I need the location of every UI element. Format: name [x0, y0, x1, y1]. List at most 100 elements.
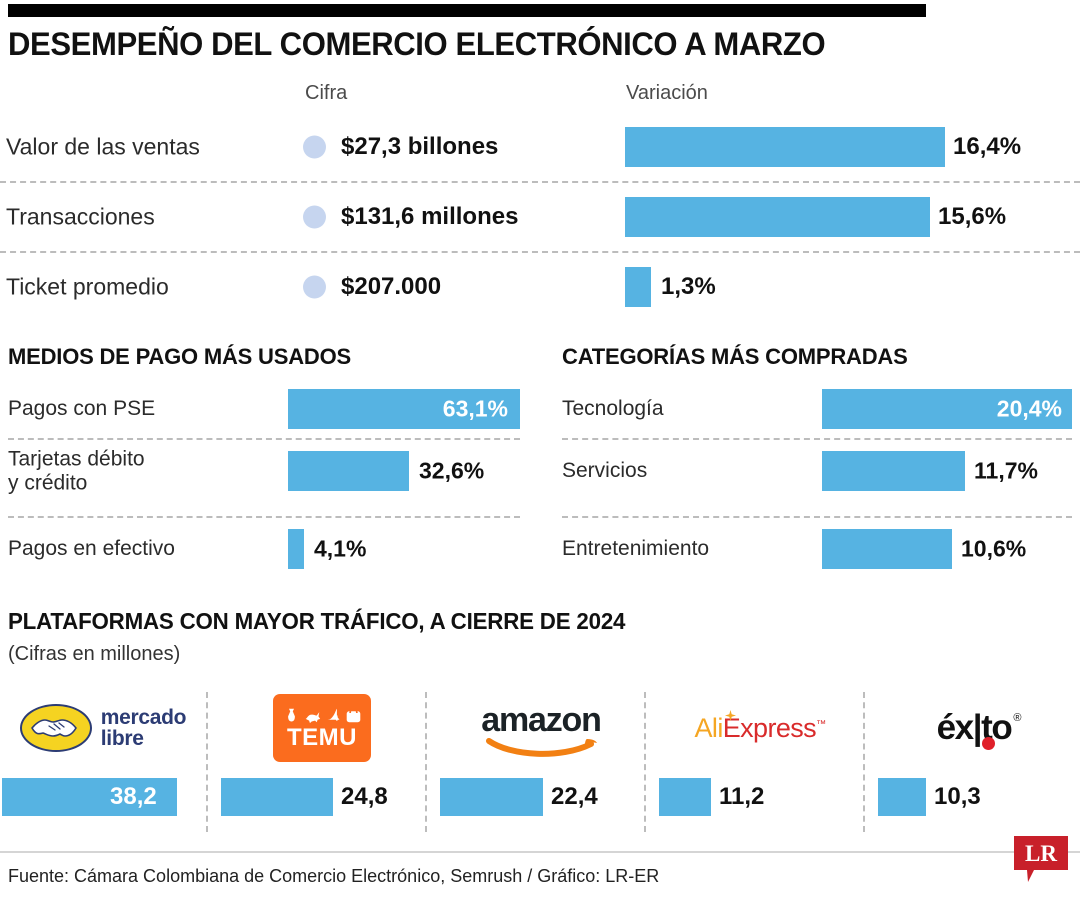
bullet-dot-icon [303, 275, 326, 299]
rocking-horse-icon [305, 711, 320, 723]
source-note: Fuente: Cámara Colombiana de Comercio El… [8, 866, 660, 886]
mercadolibre-wordmark: mercado libre [100, 705, 187, 750]
category-value: 10,6% [961, 535, 1027, 562]
payment-bar [288, 451, 409, 491]
aliexpress-part2: Express [722, 712, 817, 743]
mercadolibre-line1: mercado [100, 705, 187, 729]
kpi-label: Ticket promedio [6, 273, 169, 300]
amazon-wordmark: amazon [481, 701, 602, 739]
panel-title-medios-pago: MEDIOS DE PAGO MÁS USADOS [8, 344, 351, 369]
temu-logo: TEMU [219, 690, 425, 766]
kpi-variation-bar [625, 267, 651, 307]
lr-logo: LR [1014, 836, 1068, 882]
aliexpress-part1: Ali [694, 712, 724, 743]
platform-value: 11,2 [719, 783, 765, 810]
high-heel-shoe-icon [327, 708, 339, 721]
payment-bar [288, 529, 304, 569]
row-separator [562, 516, 1072, 518]
column-header-variacion: Variación [626, 82, 708, 104]
temu-wordmark: TEMU [287, 723, 357, 751]
platform-value: 22,4 [551, 783, 598, 810]
kpi-variation-label: 16,4% [953, 133, 1022, 160]
row-separator [0, 251, 1080, 253]
category-row-servicios: Servicios 11,7% [562, 440, 1072, 502]
lr-logo-text: LR [1025, 841, 1057, 866]
exito-registered-mark: ® [1013, 712, 1022, 724]
category-bar [822, 389, 1072, 429]
row-separator [8, 516, 520, 518]
kpi-variation-label: 15,6% [938, 203, 1007, 230]
kpi-label: Transacciones [6, 203, 155, 230]
kpi-variation-label: 1,3% [661, 273, 716, 300]
category-value: 20,4% [996, 395, 1062, 422]
kpi-variation-bar [625, 197, 930, 237]
exito-red-dot-icon [981, 737, 995, 750]
category-row-tecnologia: Tecnología 20,4% [562, 378, 1072, 440]
platform-bar [659, 778, 711, 816]
amazon-logo: amazon [438, 690, 644, 766]
payment-row-tarjetas: Tarjetas débito y crédito 32,6% [8, 440, 520, 502]
payment-row-efectivo: Pagos en efectivo 4,1% [8, 518, 520, 580]
category-label: Tecnología [562, 397, 664, 421]
column-header-cifra: Cifra [305, 82, 348, 104]
payment-label: Tarjetas débito y crédito [8, 447, 145, 494]
aliexpress-logo: AliExpress™ [657, 690, 863, 766]
mercadolibre-logo: mercado libre [0, 690, 206, 766]
category-row-entretenimiento: Entretenimiento 10,6% [562, 518, 1072, 580]
handshake-icon [19, 704, 92, 752]
panel-title-categorias: CATEGORÍAS MÁS COMPRADAS [562, 344, 908, 369]
aliexpress-wordmark: AliExpress™ [694, 709, 826, 744]
payment-bar [288, 389, 520, 429]
platform-bar [878, 778, 926, 816]
category-label: Servicios [562, 459, 648, 483]
kpi-variation-bar [625, 127, 945, 167]
category-label: Entretenimiento [562, 537, 710, 561]
payment-value: 63,1% [442, 395, 508, 422]
kpi-value: $131,6 millones [341, 203, 519, 230]
column-divider [863, 692, 865, 832]
platform-bar [2, 778, 177, 816]
handbag-icon [346, 707, 360, 722]
panel-subtitle-plataformas: (Cifras en millones) [8, 643, 181, 665]
platform-column-temu: TEMU 24,8 [219, 690, 425, 825]
platform-bar [221, 778, 333, 816]
mercadolibre-line2: libre [100, 727, 144, 750]
kpi-value: $27,3 billones [341, 133, 499, 160]
exito-logo: éx|to ® [876, 690, 1080, 766]
bullet-dot-icon [303, 205, 326, 229]
panel-title-plataformas: PLATAFORMAS CON MAYOR TRÁFICO, A CIERRE … [8, 608, 626, 634]
kpi-label: Valor de las ventas [6, 133, 200, 160]
row-separator [8, 438, 520, 440]
amazon-smile-arrow-icon [486, 738, 597, 757]
platform-column-aliexpress: AliExpress™ 11,2 [657, 690, 863, 825]
aliexpress-trademark: ™ [816, 718, 826, 730]
footer-divider [0, 851, 1080, 853]
exito-word: éx|to [936, 708, 1013, 747]
column-divider [425, 692, 427, 832]
dress-icon [287, 708, 295, 721]
page-title: DESEMPEÑO DEL COMERCIO ELECTRÓNICO A MAR… [8, 26, 826, 62]
kpi-value: $207.000 [341, 273, 442, 300]
kpi-row-transacciones: Transacciones $131,6 millones 15,6% [0, 182, 1080, 252]
column-divider [644, 692, 646, 832]
platform-column-exito: éx|to ® 10,3 [876, 690, 1080, 825]
platform-value: 10,3 [934, 783, 981, 810]
platform-value: 38,2 [110, 783, 157, 810]
payment-value: 32,6% [419, 457, 485, 484]
row-separator [0, 181, 1080, 183]
column-divider [206, 692, 208, 832]
payment-label-line2: y crédito [8, 471, 88, 494]
temu-product-icons [283, 707, 362, 724]
kpi-row-ticket-promedio: Ticket promedio $207.000 1,3% [0, 252, 1080, 322]
platform-column-amazon: amazon 22,4 [438, 690, 644, 825]
sparkle-icon [724, 709, 736, 721]
payment-label: Pagos en efectivo [8, 537, 175, 561]
platform-column-mercadolibre: mercado libre 38,2 [0, 690, 206, 825]
top-rule-decoration [8, 4, 926, 17]
kpi-row-valor-ventas: Valor de las ventas $27,3 billones 16,4% [0, 112, 1080, 182]
row-separator [562, 438, 1072, 440]
category-bar [822, 451, 965, 491]
payment-label: Pagos con PSE [8, 397, 156, 421]
platform-bar [440, 778, 543, 816]
payment-label-line1: Tarjetas débito [8, 447, 145, 471]
